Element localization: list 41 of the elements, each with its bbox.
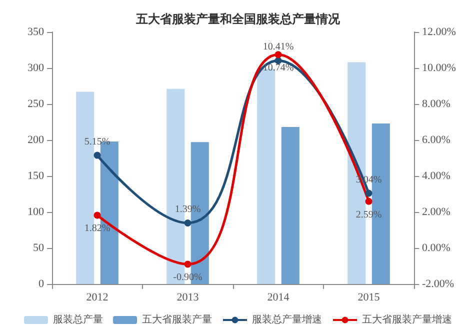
y2-tick-label: 0.00% bbox=[422, 242, 450, 254]
y2-tick-label: 2.00% bbox=[422, 206, 450, 218]
legend-label: 五大省服装产量增速 bbox=[362, 314, 452, 326]
point bbox=[184, 219, 192, 226]
legend-label: 服装总产量 bbox=[53, 314, 103, 326]
data-label: 1.39% bbox=[174, 204, 201, 215]
data-label: -0.90% bbox=[173, 272, 202, 284]
x-tick-label: 2012 bbox=[86, 292, 108, 304]
y2-tick-label: -2.00% bbox=[422, 278, 454, 290]
data-label: 2.59% bbox=[356, 209, 382, 220]
x-tick-label: 2014 bbox=[267, 292, 290, 304]
y-tick-label: 200 bbox=[28, 134, 44, 146]
point bbox=[184, 260, 192, 268]
point bbox=[94, 152, 101, 159]
data-label: 1.82% bbox=[84, 223, 110, 234]
legend-label: 服装总产量增速 bbox=[252, 314, 322, 326]
point bbox=[365, 190, 372, 197]
bar bbox=[281, 127, 300, 284]
data-label: 3.04% bbox=[356, 174, 382, 186]
point bbox=[94, 212, 101, 219]
y-tick-label: 150 bbox=[28, 170, 44, 182]
data-label: 10.74% bbox=[262, 62, 294, 74]
y2-tick-label: 4.00% bbox=[422, 170, 450, 182]
point bbox=[274, 51, 282, 58]
point bbox=[365, 198, 372, 205]
y-tick-label: 300 bbox=[28, 62, 44, 74]
y-tick-label: 50 bbox=[33, 242, 44, 254]
y2-tick-label: 12.00% bbox=[422, 26, 456, 38]
data-label: 10.41% bbox=[262, 42, 294, 53]
y2-tick-label: 8.00% bbox=[422, 98, 450, 110]
y-tick-label: 100 bbox=[28, 206, 44, 218]
y2-tick-label: 6.00% bbox=[422, 134, 450, 146]
data-label: 5.15% bbox=[84, 136, 110, 148]
y-tick-label: 0 bbox=[38, 278, 44, 290]
y-tick-label: 250 bbox=[28, 98, 44, 110]
x-tick-label: 2013 bbox=[176, 292, 200, 304]
legend-label: 五大省服装产量 bbox=[142, 314, 212, 326]
y-tick-label: 350 bbox=[28, 26, 44, 38]
x-tick-label: 2015 bbox=[358, 292, 380, 304]
chart-title: 五大省服装产量和全国服装总产量情况 bbox=[135, 12, 341, 26]
y2-tick-label: 10.00% bbox=[422, 62, 456, 74]
